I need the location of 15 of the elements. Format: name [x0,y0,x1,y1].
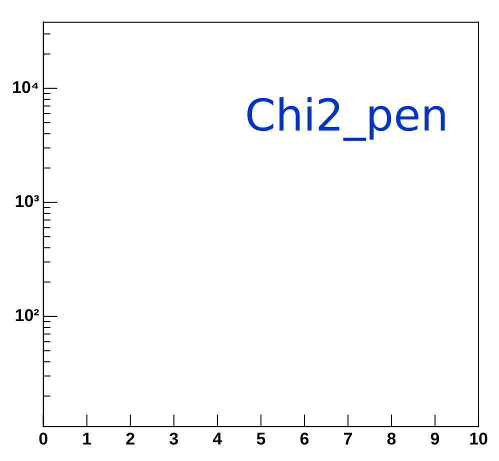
x-tick-label: 0 [38,429,48,448]
x-tick-label: 3 [169,429,179,448]
y-tick-label: 10³ [14,192,40,212]
text: Chi2_pen [244,90,449,142]
x-tick-label: 5 [256,429,266,448]
x-tick-label: 2 [126,429,136,448]
x-tick-label: 8 [386,429,396,448]
x-tick-label: 4 [212,429,223,448]
x-tick-label: 7 [343,429,353,448]
x-tick-label: 10 [469,429,488,448]
x-tick-label: 1 [82,429,92,448]
y-tick-label: 10² [14,306,40,326]
x-tick-label: 9 [430,429,440,448]
y-tick-label: 10⁴ [12,78,40,97]
x-tick-label: 6 [300,429,310,448]
